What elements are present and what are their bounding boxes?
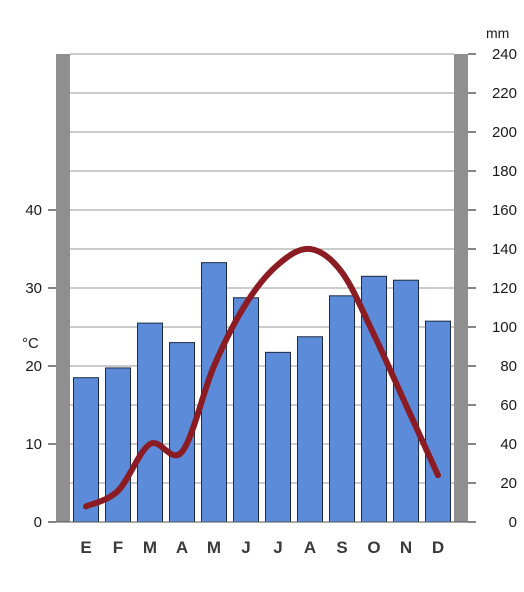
precipitation-tick-label: 220 xyxy=(492,85,517,102)
month-label: M xyxy=(207,538,221,557)
month-label: J xyxy=(241,538,250,557)
precipitation-tick-label: 160 xyxy=(492,202,517,219)
precipitation-tick-label: 100 xyxy=(492,319,517,336)
temperature-point xyxy=(212,364,216,368)
precipitation-bar xyxy=(137,322,163,523)
precipitation-bar xyxy=(297,336,323,523)
temperature-unit-label: °C xyxy=(22,335,39,352)
precipitation-tick-label: 240 xyxy=(492,46,517,63)
precipitation-tick-label: 180 xyxy=(492,163,517,180)
precipitation-tick-label: 120 xyxy=(492,280,517,297)
month-label: F xyxy=(113,538,123,557)
precipitation-tick-label: 40 xyxy=(500,436,517,453)
temperature-tick-label: 10 xyxy=(25,436,42,453)
temperature-line-group xyxy=(83,245,441,510)
precipitation-tick-label: 140 xyxy=(492,241,517,258)
month-label: M xyxy=(143,538,157,557)
precipitation-axis: 0 20 40 60 80 100 120 140 160 180 200 220 240 xyxy=(468,46,517,531)
temperature-point xyxy=(276,263,280,267)
month-label: S xyxy=(336,538,347,557)
month-label: J xyxy=(273,538,282,557)
temperature-tick-label: 20 xyxy=(25,358,42,375)
month-label: E xyxy=(80,538,91,557)
precipitation-tick-label: 200 xyxy=(492,124,517,141)
month-label: A xyxy=(176,538,188,557)
precipitation-bar xyxy=(265,351,291,523)
month-label: O xyxy=(367,538,380,557)
temperature-point xyxy=(404,403,408,407)
month-label: D xyxy=(432,538,444,557)
temperature-point xyxy=(436,473,440,477)
precipitation-tick-label: 60 xyxy=(500,397,517,414)
precipitation-tick-label: 20 xyxy=(500,475,517,492)
left-axis-bar xyxy=(56,54,70,522)
gridlines xyxy=(70,53,454,484)
temperature-point xyxy=(244,302,248,306)
precipitation-bar xyxy=(329,295,355,523)
temperature-point xyxy=(180,450,184,454)
temperature-tick-label: 40 xyxy=(25,202,42,219)
precipitation-tick-label: 0 xyxy=(509,514,517,531)
temperature-axis: 0 10 20 30 40 xyxy=(25,202,56,531)
month-label: N xyxy=(400,538,412,557)
precipitation-bar xyxy=(233,297,259,523)
precipitation-tick-label: 80 xyxy=(500,358,517,375)
temperature-point xyxy=(308,247,312,251)
temperature-point xyxy=(340,270,344,274)
precipitation-bar xyxy=(425,320,451,523)
precipitation-bar xyxy=(73,377,99,523)
temperature-tick-label: 0 xyxy=(34,514,42,531)
temperature-point xyxy=(372,333,376,337)
temperature-point xyxy=(116,489,120,493)
temperature-tick-label: 30 xyxy=(25,280,42,297)
temperature-point xyxy=(148,442,152,446)
precipitation-unit-label: mm xyxy=(486,25,509,41)
temperature-point xyxy=(84,504,88,508)
right-axis-bar xyxy=(454,54,468,522)
precipitation-bar xyxy=(105,367,131,523)
month-label: A xyxy=(304,538,316,557)
precipitation-bars xyxy=(73,262,451,523)
